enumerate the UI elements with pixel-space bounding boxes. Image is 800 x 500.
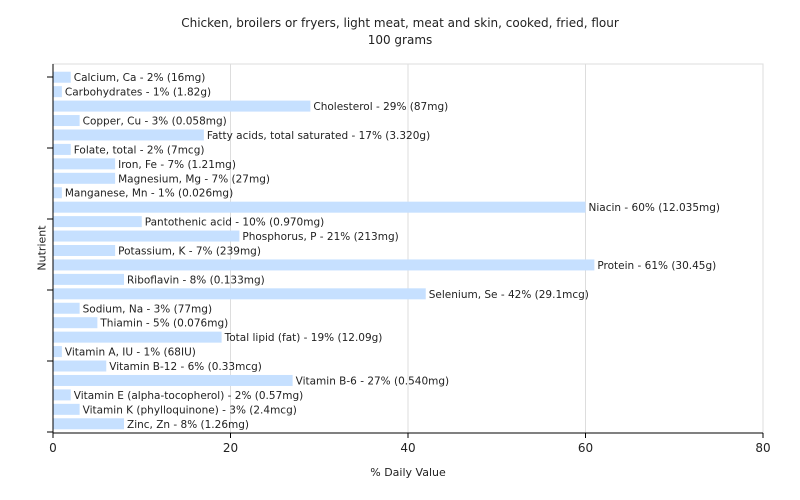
bar — [53, 71, 71, 83]
bar — [53, 374, 293, 386]
bar — [53, 418, 124, 430]
bar — [53, 245, 116, 256]
bar-label: Total lipid (fat) - 19% (12.09g) — [224, 332, 383, 344]
bar-label: Niacin - 60% (12.035mg) — [589, 202, 721, 214]
bar — [53, 273, 124, 285]
bar-label: Potassium, K - 7% (239mg) — [118, 246, 261, 258]
bar-label: Vitamin E (alpha-tocopherol) - 2% (0.57m… — [74, 390, 304, 402]
x-tick-label: 0 — [49, 441, 57, 455]
bar — [53, 230, 240, 242]
bar-label: Copper, Cu - 3% (0.058mg) — [83, 116, 227, 128]
bar-label: Vitamin B-6 - 27% (0.540mg) — [296, 375, 450, 387]
bar — [53, 288, 426, 300]
bar-label: Vitamin A, IU - 1% (68IU) — [65, 347, 196, 359]
x-axis-label: % Daily Value — [370, 466, 446, 479]
x-tick-label: 40 — [400, 441, 415, 455]
bar — [53, 302, 80, 314]
x-tick-label: 80 — [755, 441, 770, 455]
bar — [53, 172, 116, 184]
bar-label: Sodium, Na - 3% (77mg) — [83, 303, 212, 315]
bar-label: Magnesium, Mg - 7% (27mg) — [118, 173, 270, 185]
bar — [53, 187, 62, 199]
bar-label: Vitamin B-12 - 6% (0.33mcg) — [109, 361, 262, 373]
bar-label: Selenium, Se - 42% (29.1mcg) — [429, 289, 589, 301]
bar — [53, 331, 222, 343]
bar — [53, 389, 71, 401]
bar-label: Thiamin - 5% (0.076mg) — [99, 318, 228, 330]
x-tick-label: 20 — [223, 441, 238, 455]
x-tick-label: 60 — [578, 441, 593, 455]
bar — [53, 360, 107, 372]
bar-label: Cholesterol - 29% (87mg) — [313, 101, 448, 113]
bar-label: Riboflavin - 8% (0.133mg) — [127, 274, 265, 286]
chart-subtitle: 100 grams — [367, 33, 433, 47]
bar-label: Folate, total - 2% (7mcg) — [74, 144, 205, 156]
bar-label: Manganese, Mn - 1% (0.026mg) — [65, 188, 233, 200]
bar-label: Protein - 61% (30.45g) — [597, 260, 716, 272]
bar — [53, 143, 71, 155]
chart-title: Chicken, broilers or fryers, light meat,… — [181, 16, 619, 30]
bar — [53, 216, 142, 228]
bar — [53, 129, 204, 141]
bar-label: Carbohydrates - 1% (1.82g) — [65, 87, 211, 99]
bar-label: Calcium, Ca - 2% (16mg) — [74, 72, 206, 84]
bar-label: Fatty acids, total saturated - 17% (3.32… — [207, 130, 430, 142]
bar — [53, 403, 80, 415]
bar — [53, 201, 586, 213]
bar-label: Phosphorus, P - 21% (213mg) — [242, 231, 398, 243]
bar — [53, 115, 80, 127]
y-axis-label: Nutrient — [35, 225, 49, 271]
bar — [53, 86, 62, 98]
bar-label: Vitamin K (phylloquinone) - 3% (2.4mcg) — [83, 404, 297, 416]
bar — [53, 259, 595, 271]
bar-label: Pantothenic acid - 10% (0.970mg) — [145, 217, 324, 229]
bar — [53, 100, 311, 112]
bar-label: Iron, Fe - 7% (1.21mg) — [118, 159, 236, 171]
bar-label: Zinc, Zn - 8% (1.26mg) — [127, 419, 249, 431]
bar — [53, 317, 98, 329]
bar — [53, 346, 62, 358]
bar — [53, 158, 116, 170]
